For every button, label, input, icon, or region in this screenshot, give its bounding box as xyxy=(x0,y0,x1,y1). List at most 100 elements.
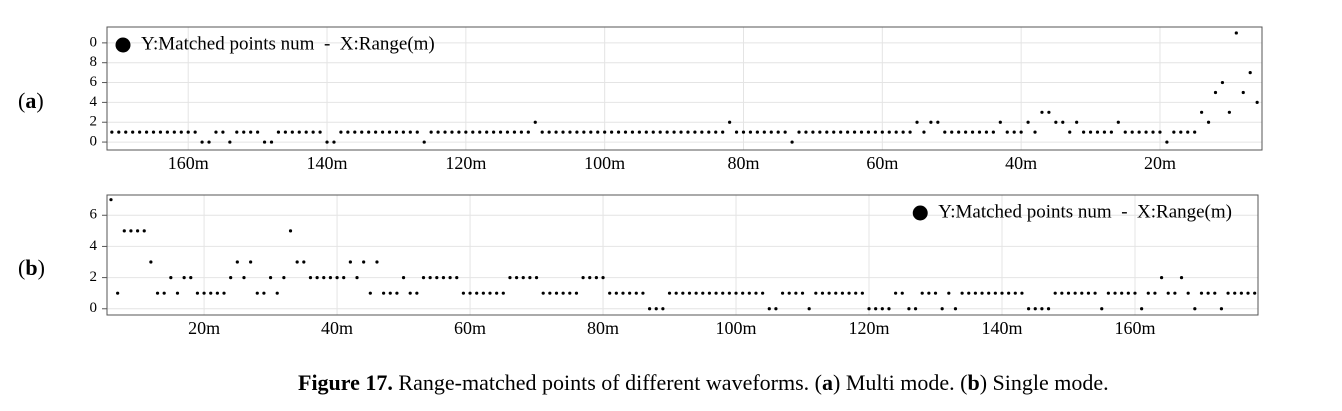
point xyxy=(228,140,232,144)
point xyxy=(1153,291,1157,295)
point xyxy=(1239,291,1243,295)
point xyxy=(179,130,183,134)
point xyxy=(175,291,180,295)
point xyxy=(290,130,294,134)
point xyxy=(913,307,918,311)
point xyxy=(873,130,877,134)
point xyxy=(155,291,160,295)
x-tick-label: 160m xyxy=(168,153,209,173)
point xyxy=(521,275,525,280)
point xyxy=(172,130,176,134)
panel-label: (a) xyxy=(18,88,44,113)
point xyxy=(561,291,565,295)
point xyxy=(621,291,625,295)
point xyxy=(348,260,352,264)
point xyxy=(721,291,725,295)
point xyxy=(1046,307,1051,311)
point xyxy=(1040,307,1044,311)
point xyxy=(200,140,204,144)
point xyxy=(967,291,971,295)
point xyxy=(694,291,698,295)
point xyxy=(608,291,612,295)
point xyxy=(318,130,322,134)
point xyxy=(686,130,690,134)
point xyxy=(1144,130,1148,134)
point xyxy=(734,291,738,295)
point xyxy=(436,130,440,134)
plot-background xyxy=(107,27,1262,150)
point xyxy=(540,130,544,134)
plot-frame xyxy=(106,194,1259,316)
point xyxy=(255,291,259,295)
point xyxy=(700,130,704,134)
point xyxy=(748,130,753,134)
point xyxy=(387,130,392,134)
point xyxy=(991,130,995,134)
point xyxy=(468,291,472,295)
point xyxy=(401,130,405,134)
point xyxy=(707,291,712,295)
point xyxy=(109,198,113,202)
point xyxy=(519,130,523,134)
point xyxy=(1206,120,1211,124)
point xyxy=(1140,307,1144,311)
point xyxy=(195,291,200,295)
point xyxy=(734,130,739,134)
point xyxy=(262,140,267,144)
x-tick-label: 20m xyxy=(188,318,220,338)
point xyxy=(880,130,884,134)
point xyxy=(1193,130,1197,134)
point xyxy=(1200,110,1204,114)
point xyxy=(1026,307,1031,311)
point xyxy=(435,275,439,280)
point xyxy=(1246,291,1250,295)
text-run: ) Multi mode. ( xyxy=(833,370,967,395)
point xyxy=(297,130,301,134)
point xyxy=(1126,291,1130,295)
point xyxy=(242,130,246,134)
point xyxy=(654,307,658,311)
point xyxy=(209,291,213,295)
point xyxy=(820,291,825,295)
point xyxy=(947,291,951,295)
y-tick-label: 2 xyxy=(90,114,98,130)
point xyxy=(1075,120,1079,124)
point xyxy=(1241,90,1245,95)
point xyxy=(596,130,600,134)
x-tick-label: 40m xyxy=(1005,153,1037,173)
point xyxy=(628,291,632,295)
point xyxy=(534,275,539,280)
point xyxy=(754,291,758,295)
point xyxy=(1220,80,1225,85)
point xyxy=(1066,291,1071,295)
point xyxy=(834,291,838,295)
point xyxy=(162,291,166,295)
point xyxy=(485,130,489,134)
point xyxy=(380,130,385,134)
point xyxy=(242,275,246,280)
point xyxy=(780,291,785,295)
point xyxy=(144,130,149,134)
point xyxy=(1095,130,1100,134)
point xyxy=(582,130,586,134)
point xyxy=(308,275,313,280)
point xyxy=(993,291,997,295)
point xyxy=(1033,130,1037,134)
point xyxy=(847,291,851,295)
text-run: a xyxy=(822,370,833,395)
point xyxy=(401,275,406,280)
point xyxy=(269,140,274,144)
point xyxy=(1213,291,1217,295)
point xyxy=(665,130,669,134)
point xyxy=(1248,71,1252,75)
point xyxy=(860,291,864,295)
point xyxy=(644,130,648,134)
point xyxy=(554,291,559,295)
point xyxy=(827,291,831,295)
x-tick-label: 140m xyxy=(981,318,1022,338)
point xyxy=(475,291,479,295)
point xyxy=(342,275,346,280)
text-run: Figure 17. xyxy=(298,370,393,395)
point xyxy=(322,275,326,280)
point xyxy=(501,291,505,295)
